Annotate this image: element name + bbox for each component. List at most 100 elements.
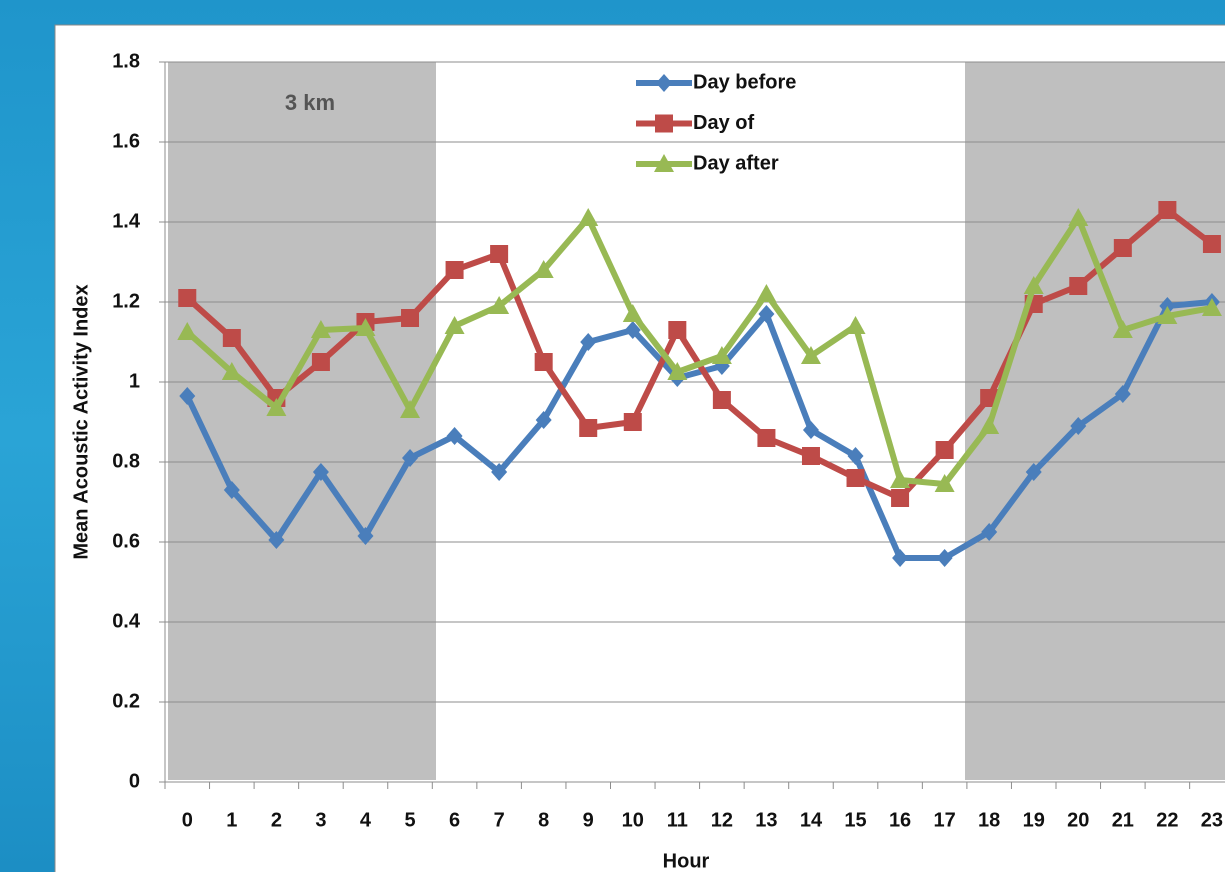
marker <box>711 346 732 364</box>
marker <box>934 474 955 492</box>
y-tick-label: 0.6 <box>112 530 140 552</box>
marker <box>266 398 287 416</box>
x-tick-label: 17 <box>934 809 956 831</box>
marker <box>491 463 508 481</box>
marker <box>311 353 330 371</box>
marker <box>445 261 464 279</box>
x-tick-label: 19 <box>1023 809 1045 831</box>
annotation: 3 km <box>285 90 335 115</box>
marker <box>979 416 1000 434</box>
marker <box>1157 306 1178 324</box>
x-tick-label: 16 <box>889 809 911 831</box>
marker <box>1069 277 1088 295</box>
marker <box>357 527 374 545</box>
marker <box>490 245 509 263</box>
marker <box>981 523 998 541</box>
x-tick-label: 10 <box>622 809 644 831</box>
marker <box>654 154 674 172</box>
marker <box>655 114 673 133</box>
x-axis-label: Hour <box>663 850 710 872</box>
marker <box>935 441 954 459</box>
x-tick-label: 20 <box>1067 809 1089 831</box>
x-tick-label: 7 <box>494 809 505 831</box>
x-tick-label: 22 <box>1156 809 1178 831</box>
x-tick-label: 23 <box>1201 809 1223 831</box>
x-tick-label: 9 <box>583 809 594 831</box>
x-tick-label: 13 <box>755 809 777 831</box>
marker <box>178 289 197 307</box>
y-tick-label: 0.2 <box>112 690 140 712</box>
x-tick-label: 5 <box>404 809 415 831</box>
marker <box>802 421 819 439</box>
y-tick-label: 1 <box>129 370 140 392</box>
marker <box>312 463 329 481</box>
marker <box>668 321 687 339</box>
marker <box>847 447 864 465</box>
legend-label: Day before <box>693 71 796 93</box>
x-tick-label: 21 <box>1112 809 1134 831</box>
marker <box>1070 417 1087 435</box>
legend-label: Day of <box>693 112 754 134</box>
marker <box>656 74 672 92</box>
night-band <box>168 62 436 780</box>
series-line <box>184 299 1213 561</box>
marker <box>401 309 420 327</box>
x-tick-label: 8 <box>538 809 549 831</box>
marker <box>534 353 553 371</box>
marker <box>891 489 910 507</box>
series-line <box>185 215 1213 487</box>
x-tick-label: 12 <box>711 809 733 831</box>
y-tick-label: 0 <box>129 770 140 792</box>
marker <box>1202 235 1221 253</box>
x-tick-label: 1 <box>226 809 237 831</box>
marker <box>402 449 419 467</box>
marker <box>1158 201 1177 219</box>
marker <box>444 316 465 334</box>
marker <box>400 400 421 418</box>
marker <box>892 549 909 567</box>
marker <box>1112 320 1133 338</box>
marker <box>535 411 552 429</box>
marker <box>268 531 285 549</box>
marker <box>489 296 510 314</box>
x-tick-label: 15 <box>844 809 866 831</box>
marker <box>758 305 775 323</box>
marker <box>179 387 196 405</box>
y-tick-label: 1.8 <box>112 50 140 72</box>
marker <box>800 346 821 364</box>
marker <box>533 260 554 278</box>
marker <box>223 481 240 499</box>
x-tick-label: 2 <box>271 809 282 831</box>
night-shading <box>168 62 1225 780</box>
marker <box>623 413 642 431</box>
marker <box>801 447 820 465</box>
marker <box>757 429 776 447</box>
x-tick-label: 6 <box>449 809 460 831</box>
y-tick-label: 0.8 <box>112 450 140 472</box>
marker <box>1114 385 1131 403</box>
x-tick-label: 3 <box>315 809 326 831</box>
marker <box>936 549 953 567</box>
marker <box>446 427 463 445</box>
marker <box>1113 239 1132 257</box>
y-tick-label: 1.6 <box>112 130 140 152</box>
marker <box>222 329 241 347</box>
x-tick-label: 4 <box>360 809 372 831</box>
night-band <box>965 62 1225 780</box>
marker <box>580 333 597 351</box>
marker <box>756 284 777 302</box>
marker <box>624 321 641 339</box>
y-tick-label: 1.4 <box>112 210 141 232</box>
marker <box>667 362 688 380</box>
marker <box>177 322 198 340</box>
marker <box>846 469 865 487</box>
marker <box>890 470 911 488</box>
marker <box>1068 208 1089 226</box>
marker <box>845 316 866 334</box>
marker <box>579 419 598 437</box>
y-axis-label: Mean Acoustic Activity Index <box>70 284 92 559</box>
y-tick-label: 0.4 <box>112 610 141 632</box>
marker <box>622 304 643 322</box>
